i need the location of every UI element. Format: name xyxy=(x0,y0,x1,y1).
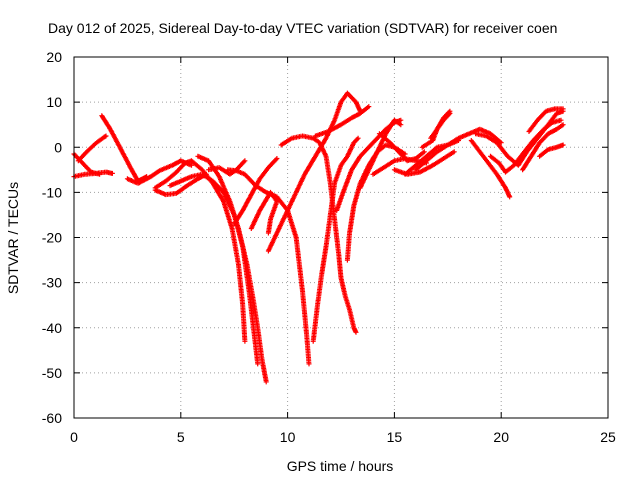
y-tick-label: -10 xyxy=(42,184,62,200)
series-track-3 xyxy=(75,133,109,164)
series-track-16 xyxy=(310,135,361,344)
tick-labels: 0 5 10 15 20 25 -60 -50 -40 -30 -20 -10 0 10 20 xyxy=(42,49,616,445)
plus-markers xyxy=(195,153,269,385)
series-track-32 xyxy=(526,106,566,134)
y-tick-label: -30 xyxy=(42,275,62,291)
plus-markers xyxy=(310,135,361,344)
series-track-12 xyxy=(231,156,280,227)
plus-markers xyxy=(376,131,427,164)
x-tick-label: 20 xyxy=(493,429,509,445)
x-tick-label: 25 xyxy=(600,429,616,445)
y-tick-label: -50 xyxy=(42,365,62,381)
plus-markers xyxy=(520,122,566,173)
plus-markers xyxy=(413,126,504,173)
series-track-13 xyxy=(248,189,280,236)
plus-markers xyxy=(152,158,248,344)
series-track-9 xyxy=(195,153,269,385)
plus-markers xyxy=(75,133,109,164)
series-track-31 xyxy=(520,122,566,173)
y-axis-label: SDTVAR / TECUs xyxy=(5,182,21,294)
series-track-27 xyxy=(428,110,453,141)
series-track-28 xyxy=(468,138,513,200)
series-track-17 xyxy=(312,104,372,139)
plus-markers xyxy=(468,138,513,200)
series-track-22 xyxy=(376,131,427,164)
plus-markers xyxy=(231,156,280,227)
plus-markers xyxy=(71,151,103,177)
series-track-25 xyxy=(413,126,504,173)
plus-markers xyxy=(248,189,280,236)
y-tick-label: 0 xyxy=(54,139,62,155)
series-track-30 xyxy=(488,117,564,175)
series-track-1 xyxy=(71,169,115,180)
series-track-7 xyxy=(152,158,248,344)
series-track-23 xyxy=(391,149,457,177)
axis-ticks xyxy=(73,56,609,419)
chart-title: Day 012 of 2025, Sidereal Day-to-day VTE… xyxy=(48,20,557,36)
y-tick-label: -20 xyxy=(42,230,62,246)
y-tick-label: -60 xyxy=(42,410,62,426)
y-tick-label: -40 xyxy=(42,320,62,336)
x-tick-label: 5 xyxy=(177,429,185,445)
y-tick-label: 10 xyxy=(46,94,62,110)
x-axis-label: GPS time / hours xyxy=(287,458,394,474)
x-tick-label: 10 xyxy=(280,429,296,445)
plus-markers xyxy=(312,104,372,139)
x-tick-label: 0 xyxy=(70,429,78,445)
plus-markers xyxy=(537,142,566,159)
y-tick-label: 20 xyxy=(46,49,62,65)
plus-markers xyxy=(488,117,564,175)
plus-markers xyxy=(71,169,115,180)
plus-markers xyxy=(428,110,453,141)
x-tick-label: 15 xyxy=(387,429,403,445)
data-points xyxy=(71,90,566,385)
series-track-33 xyxy=(537,142,566,159)
plus-markers xyxy=(391,149,457,177)
series-track-2 xyxy=(71,151,103,177)
plus-markers xyxy=(526,106,566,134)
grid xyxy=(74,57,608,418)
